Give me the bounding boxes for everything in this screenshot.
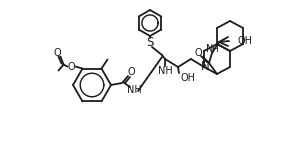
- Text: H: H: [212, 44, 219, 53]
- Text: O: O: [194, 48, 202, 58]
- Text: NH: NH: [158, 66, 172, 76]
- Text: N: N: [206, 44, 214, 54]
- Text: O: O: [54, 48, 61, 58]
- Text: OH: OH: [238, 36, 253, 46]
- Text: OH: OH: [181, 73, 196, 83]
- Text: O: O: [127, 67, 135, 77]
- Text: N: N: [200, 60, 209, 72]
- Text: O: O: [68, 62, 75, 72]
- Text: NH: NH: [127, 85, 141, 95]
- Text: S: S: [146, 35, 154, 49]
